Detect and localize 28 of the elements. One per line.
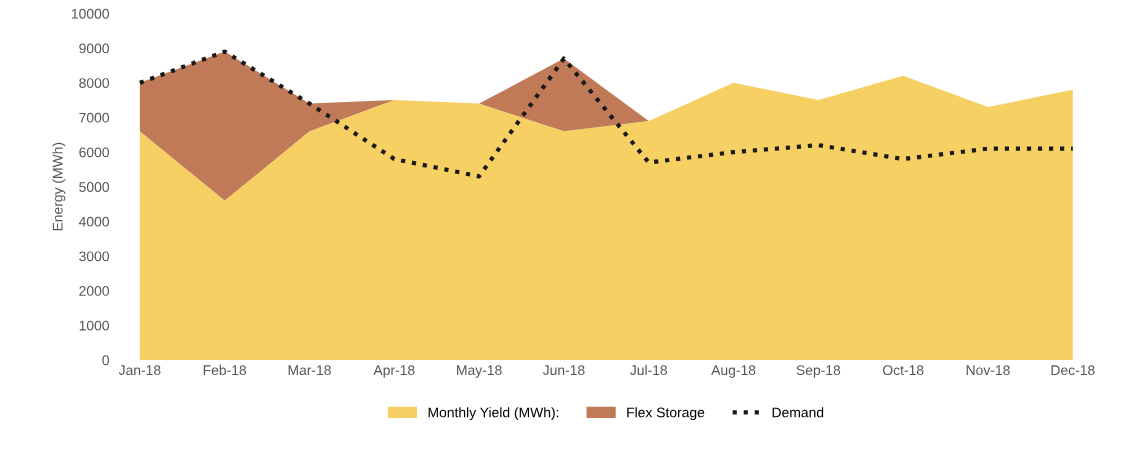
- y-tick-label: 10000: [71, 8, 109, 19]
- legend-label: Demand: [772, 407, 824, 418]
- legend-label: Flex Storage: [627, 407, 705, 421]
- y-axis-title: Energy (MWh): [52, 142, 66, 231]
- x-tick-label: Apr-18: [373, 365, 415, 378]
- y-tick-label: 7000: [79, 112, 109, 123]
- y-tick-label: 6000: [79, 147, 109, 158]
- x-tick-label: Feb-18: [203, 364, 247, 376]
- x-tick-label: Jul-18: [630, 364, 668, 376]
- x-tick-label: Oct-18: [882, 365, 924, 376]
- x-tick-label: Jun-18: [542, 365, 585, 376]
- x-tick-label: May-18: [457, 365, 502, 378]
- line-series: [137, 49, 1075, 179]
- y-tick-label: 0: [102, 355, 109, 366]
- x-tick-label: Sep-18: [796, 365, 841, 378]
- x-tick-label: Aug-18: [711, 365, 756, 378]
- legend-label: Monthly Yield (MWh):: [428, 407, 559, 421]
- y-tick-label: 4000: [78, 216, 109, 227]
- y-tick-label: 8000: [79, 78, 109, 88]
- x-tick-label: Dec-18: [1051, 365, 1095, 376]
- x-tick-label: Mar-18: [288, 365, 331, 376]
- y-tick-label: 2000: [79, 286, 109, 296]
- x-tick-label: Nov-18: [966, 365, 1010, 376]
- x-tick-label: Jan-18: [118, 365, 161, 376]
- y-tick-label: 3000: [79, 251, 109, 262]
- y-tick-label: 5000: [79, 182, 109, 192]
- y-tick-label: 9000: [79, 43, 109, 54]
- y-tick-label: 1000: [79, 320, 109, 331]
